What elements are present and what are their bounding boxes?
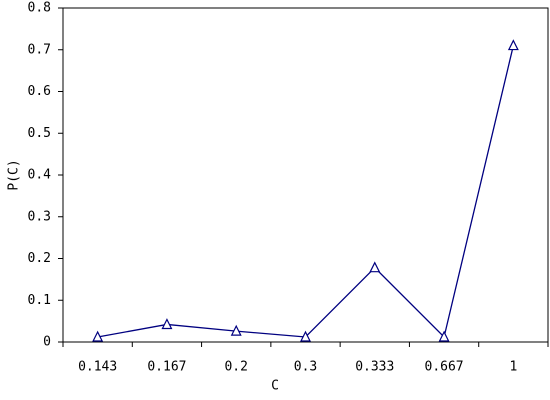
y-axis-label: P(C): [7, 159, 22, 190]
data-point: [507, 39, 519, 51]
data-point: [369, 261, 381, 273]
x-axis-label: C: [271, 379, 279, 394]
data-point: [92, 330, 104, 342]
x-tick-label: 0.333: [355, 360, 394, 375]
data-point: [438, 330, 450, 342]
y-tick-label: 0.5: [28, 126, 51, 141]
x-tick-label: 0.2: [224, 360, 247, 375]
y-tick-label: 0.2: [28, 251, 51, 266]
x-tick-label: 0.143: [78, 360, 117, 375]
data-line: [97, 45, 514, 339]
y-tick-label: 0.1: [28, 293, 51, 308]
data-point: [161, 318, 173, 330]
y-tick-label: 0.8: [28, 1, 51, 16]
plot-frame: [62, 7, 549, 343]
y-tick-label: 0.3: [28, 209, 51, 224]
x-tick-label: 0.167: [147, 360, 186, 375]
y-tick-label: 0.4: [28, 168, 52, 183]
data-point: [300, 330, 311, 342]
y-tick-label: 0: [43, 335, 51, 350]
x-tick-label: 0.3: [294, 360, 317, 375]
y-tick-label: 0.6: [28, 84, 51, 99]
x-tick-label: 0.667: [425, 360, 464, 375]
x-tick-label: 1: [509, 360, 517, 375]
y-tick-label: 0.7: [28, 42, 51, 57]
data-point: [230, 324, 242, 336]
